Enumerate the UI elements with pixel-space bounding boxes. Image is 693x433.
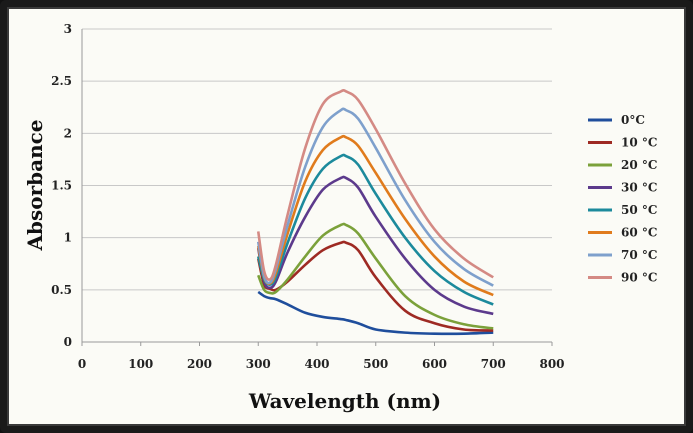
y-tick-label-1: 0.5: [51, 283, 72, 297]
y-axis-title: Absorbance: [23, 119, 47, 251]
series-line-0: [257, 290, 494, 336]
x-tick-label-8: 800: [539, 357, 564, 371]
legend-label-5: 60 °C: [621, 226, 657, 240]
legend-label-1: 10 °C: [621, 136, 657, 150]
x-tick-label-6: 600: [422, 357, 447, 371]
series-lines: [256, 88, 494, 336]
legend-label-7: 90 °C: [621, 271, 657, 285]
y-tick-label-3: 1.5: [51, 179, 72, 193]
series-line-4: [256, 153, 494, 306]
x-tick-label-3: 300: [246, 357, 271, 371]
legend-label-4: 50 °C: [621, 203, 657, 217]
series-line-1: [256, 240, 494, 332]
legend-label-6: 70 °C: [621, 248, 657, 262]
series-line-2: [257, 222, 494, 330]
series-line-6: [256, 107, 494, 287]
x-tick-label-5: 500: [363, 357, 388, 371]
x-tick-label-2: 200: [187, 357, 212, 371]
y-tick-labels: 0 0.5 1 1.5 2 2.5 3: [51, 22, 72, 349]
y-tick-label-0: 0: [64, 335, 72, 349]
x-tick-label-4: 400: [304, 357, 329, 371]
x-tick-label-7: 700: [481, 357, 506, 371]
y-tick-label-6: 3: [64, 22, 72, 36]
y-tick-label-4: 2: [64, 126, 72, 140]
grid-lines: [82, 28, 552, 343]
x-tick-label-1: 100: [128, 357, 153, 371]
y-tick-label-5: 2.5: [51, 74, 72, 88]
x-axis-title: Wavelength (nm): [248, 389, 441, 413]
axes: [81, 29, 553, 346]
legend: 0°C 10 °C 20 °C 30 °C 50 °C 60 °C 70 °C 90 °C: [588, 113, 657, 285]
x-tick-label-0: 0: [78, 357, 86, 371]
legend-label-2: 20 °C: [621, 158, 657, 172]
series-line-7: [256, 88, 494, 281]
legend-label-3: 30 °C: [621, 181, 657, 195]
legend-label-0: 0°C: [621, 113, 645, 127]
y-tick-label-2: 1: [64, 231, 72, 245]
x-tick-labels: 0 100 200 300 400 500 600 700 800: [78, 357, 565, 371]
series-line-3: [256, 175, 494, 316]
